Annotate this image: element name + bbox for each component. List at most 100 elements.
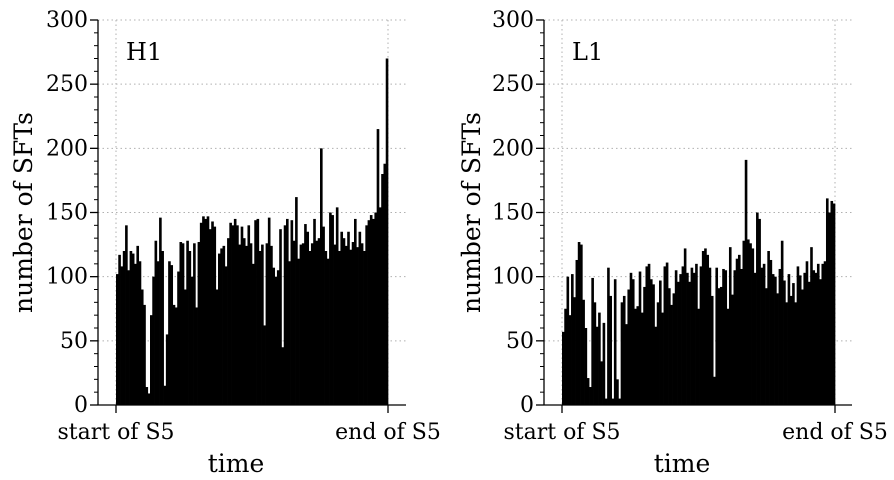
bar <box>190 276 194 405</box>
y-tick-label: 150 <box>492 201 534 226</box>
bar <box>245 245 248 405</box>
bar <box>796 266 800 405</box>
bar <box>281 347 285 405</box>
bar <box>215 289 219 405</box>
bar <box>118 254 121 405</box>
y-tick-label: 300 <box>492 8 534 33</box>
bar <box>227 238 230 405</box>
bar <box>634 308 637 405</box>
bar <box>789 295 793 405</box>
bar <box>197 242 201 405</box>
bar <box>261 244 264 405</box>
bar <box>174 307 178 405</box>
bar <box>154 240 158 405</box>
bar <box>819 279 822 405</box>
bar <box>385 58 389 405</box>
bar <box>351 242 355 405</box>
bar <box>324 251 328 405</box>
bar <box>616 379 619 405</box>
bar <box>622 295 626 405</box>
y-tick-label: 200 <box>46 136 88 161</box>
y-tick-label: 100 <box>492 265 534 290</box>
bar <box>735 258 739 405</box>
bar <box>611 398 615 405</box>
bar <box>177 271 180 405</box>
bar <box>199 222 203 405</box>
bar <box>758 218 761 405</box>
bar <box>670 304 673 405</box>
bar <box>613 279 617 405</box>
bar <box>769 259 773 405</box>
bar <box>159 217 162 405</box>
bar <box>156 261 160 405</box>
bar <box>367 220 371 405</box>
bar <box>726 308 730 405</box>
bar <box>365 225 368 405</box>
bar <box>238 244 242 405</box>
bar <box>258 251 262 405</box>
bar <box>229 222 232 405</box>
bar <box>252 263 255 405</box>
bar <box>329 212 332 405</box>
bar <box>783 280 786 405</box>
bar <box>704 248 707 405</box>
bar <box>652 284 655 405</box>
bar <box>708 267 712 405</box>
bar <box>299 244 303 405</box>
panel-label: L1 <box>572 38 603 66</box>
bar <box>562 331 565 405</box>
bar <box>593 302 597 405</box>
bar <box>143 304 146 405</box>
bar <box>138 261 142 405</box>
panel-label: H1 <box>126 38 162 66</box>
bar <box>724 270 728 405</box>
bar <box>286 218 289 405</box>
bar <box>580 244 583 405</box>
bar <box>211 221 214 405</box>
bar <box>636 306 640 405</box>
bar <box>342 238 346 405</box>
bar <box>731 294 734 405</box>
bar <box>749 243 752 405</box>
bar <box>181 243 185 405</box>
bar <box>828 212 831 405</box>
bar <box>686 272 689 405</box>
bar <box>564 308 567 405</box>
bar <box>188 251 192 405</box>
bar <box>270 245 273 405</box>
bar <box>129 251 133 405</box>
bar <box>152 276 155 405</box>
bar <box>631 279 635 405</box>
bar <box>600 361 603 405</box>
bar <box>742 240 746 405</box>
bar <box>204 218 208 405</box>
bar <box>737 254 741 405</box>
bar <box>674 270 678 405</box>
bar <box>335 207 339 405</box>
bar <box>170 265 174 405</box>
bar <box>690 267 694 405</box>
bar <box>774 276 777 405</box>
bar <box>627 289 631 405</box>
bar <box>272 267 276 405</box>
y-tick-label: 250 <box>46 72 88 97</box>
bar <box>575 259 579 405</box>
bar <box>810 247 813 405</box>
bar <box>279 229 282 405</box>
bar <box>186 240 189 405</box>
bar <box>760 267 764 405</box>
bar <box>267 217 271 405</box>
y-tick-label: 200 <box>492 136 534 161</box>
bar <box>765 288 768 405</box>
bar <box>598 312 601 405</box>
bar <box>584 328 588 405</box>
bar <box>322 226 325 405</box>
bar <box>356 247 359 405</box>
bar <box>145 387 149 405</box>
bar <box>701 251 705 405</box>
bar <box>317 238 321 405</box>
bar <box>629 272 633 405</box>
bar <box>369 215 373 405</box>
bar <box>338 251 341 405</box>
bar <box>683 248 687 405</box>
